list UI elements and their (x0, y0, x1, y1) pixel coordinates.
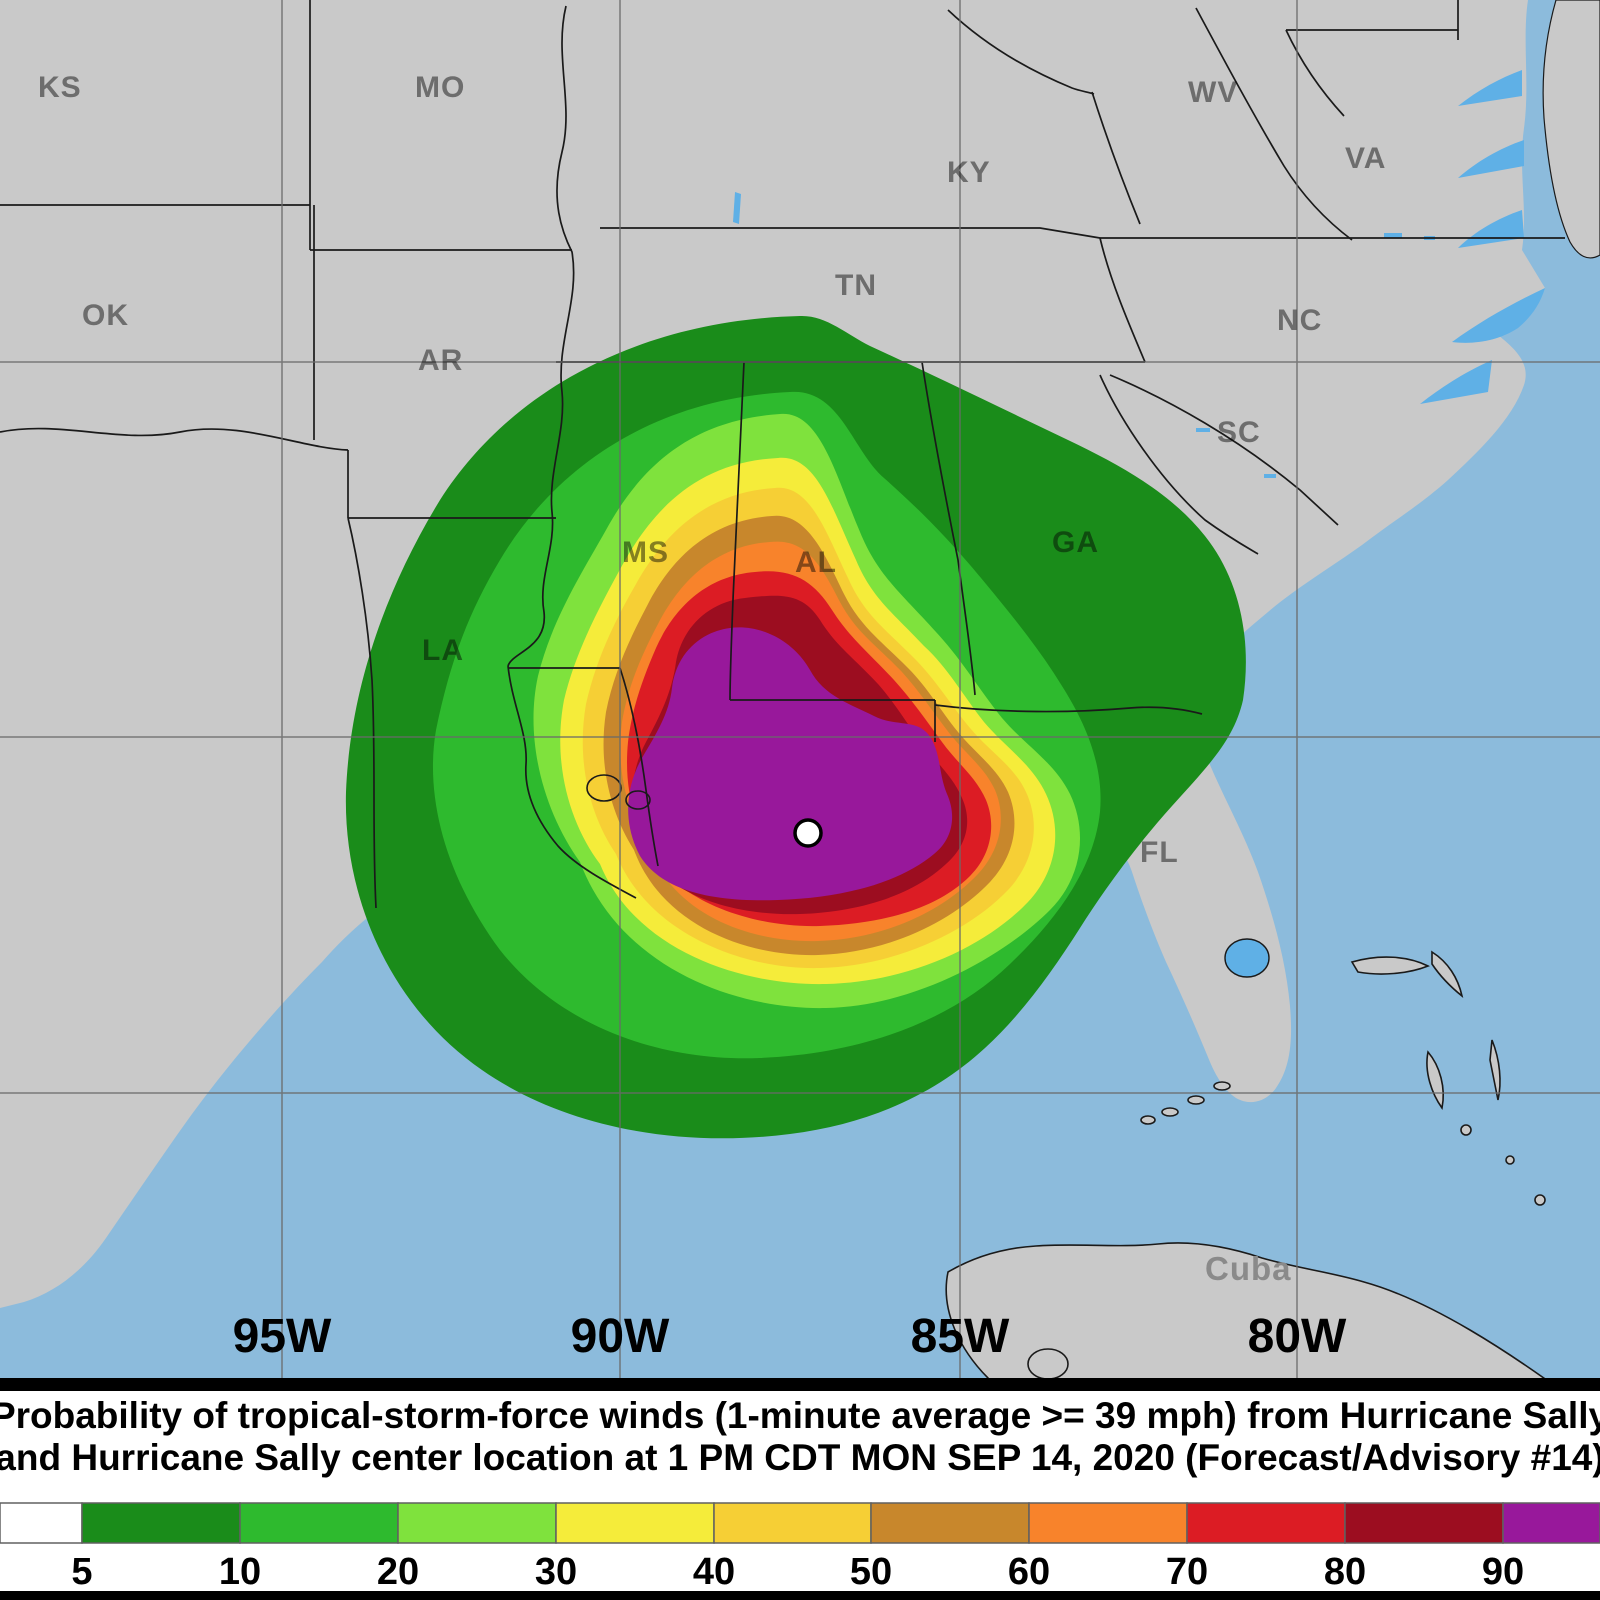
legend-tick-labels: 5 10 20 30 40 50 60 70 80 90 (71, 1551, 1524, 1593)
border-ms-al (729, 361, 745, 701)
legend-cell-30 (555, 1502, 715, 1544)
florida-key (1161, 1107, 1179, 1117)
legend-tick-5: 5 (71, 1551, 92, 1593)
legend-cell-60 (1028, 1502, 1188, 1544)
river-ohio (947, 9, 1095, 95)
state-label-wv: WV (1188, 76, 1238, 109)
legend-color-bar (0, 1502, 1600, 1544)
border-ga-sc (1099, 374, 1259, 555)
caption-panel (0, 1391, 1600, 1600)
state-label-ar: AR (418, 344, 463, 377)
legend-cell-20 (397, 1502, 557, 1544)
bahama-islet (1460, 1124, 1472, 1136)
lon-label-90w: 90W (571, 1310, 670, 1363)
florida-key (1187, 1095, 1205, 1105)
legend-cell-10 (239, 1502, 399, 1544)
florida-key (1213, 1081, 1231, 1091)
state-label-ok: OK (82, 299, 129, 332)
grand-bahama-island (1350, 956, 1430, 975)
small-lake (1196, 428, 1210, 432)
border-al-ga (921, 361, 976, 696)
legend-tick-60: 60 (1008, 1551, 1050, 1593)
lon-label-85w: 85W (911, 1310, 1010, 1363)
andros-island (1426, 1050, 1444, 1110)
lon-label-95w: 95W (233, 1310, 332, 1363)
state-label-cuba: Cuba (1205, 1250, 1292, 1287)
state-label-fl: FL (1140, 836, 1179, 869)
bahama-islet (1534, 1194, 1546, 1206)
lon-label-80w: 80W (1248, 1310, 1347, 1363)
border-tx-la (347, 517, 377, 909)
state-label-va: VA (1345, 142, 1386, 175)
state-labels: KS MO WV VA KY TN NC OK AR SC MS AL GA L… (38, 71, 1386, 1287)
divider-bar (0, 1378, 1600, 1391)
legend-cell-70 (1186, 1502, 1346, 1544)
legend-tick-70: 70 (1166, 1551, 1208, 1593)
legend-cell-80 (1344, 1502, 1504, 1544)
storm-center-marker (793, 818, 823, 848)
legend-cell-40 (713, 1502, 872, 1544)
border-wv-va (1195, 7, 1353, 241)
delmarva-peninsula (1542, 0, 1600, 259)
state-label-la: LA (422, 634, 464, 667)
wind-probability-contours (345, 315, 1246, 1139)
legend-tick-50: 50 (850, 1551, 892, 1593)
graticule (0, 0, 1600, 1378)
legend-cell-5 (81, 1502, 241, 1544)
bottom-rule (0, 1591, 1600, 1600)
legend-tick-90: 90 (1482, 1551, 1524, 1593)
legend-tick-20: 20 (377, 1551, 419, 1593)
state-label-ms: MS (622, 536, 669, 569)
isle-of-youth (1027, 1348, 1069, 1378)
legend-tick-10: 10 (219, 1551, 261, 1593)
border-ga-fl (934, 704, 1203, 715)
border-md-wv (1285, 29, 1345, 117)
islands (945, 950, 1600, 1378)
legend-tick-40: 40 (693, 1551, 735, 1593)
longitude-labels: 95W 90W 85W 80W (233, 1310, 1347, 1363)
state-label-mo: MO (415, 71, 465, 104)
abaco-island (1431, 950, 1464, 999)
border-red-river (0, 427, 349, 451)
state-label-tn: TN (835, 269, 877, 302)
state-label-ky: KY (947, 156, 991, 189)
legend-cell-50 (870, 1502, 1030, 1544)
legend-tick-30: 30 (535, 1551, 577, 1593)
lake-okeechobee (1224, 938, 1270, 978)
state-label-nc: NC (1277, 304, 1322, 337)
legend-cell-90 (1502, 1502, 1600, 1544)
border-tn-nc (1099, 237, 1146, 363)
kentucky-lake (733, 192, 741, 224)
legend-cell-lt5 (0, 1502, 83, 1544)
caption-line-1: Probability of tropical-storm-force wind… (0, 1395, 1600, 1436)
kerr-lake (1384, 233, 1402, 238)
border-nc-sc (1109, 374, 1339, 526)
river-mississippi (507, 5, 575, 667)
border-md-pa (1286, 0, 1459, 40)
caption-line-2: and Hurricane Sally center location at 1… (0, 1437, 1600, 1478)
river-mississippi-lower (507, 665, 637, 899)
cuba-landmass (945, 1242, 1600, 1378)
prob-ring-90 (628, 627, 953, 901)
lakes (733, 192, 1435, 978)
state-label-al: AL (795, 546, 837, 579)
state-label-sc: SC (1217, 416, 1261, 449)
florida-key (1140, 1115, 1156, 1125)
border-ky-va (1091, 91, 1141, 225)
state-label-ga: GA (1052, 526, 1099, 559)
legend-tick-80: 80 (1324, 1551, 1366, 1593)
small-lake (1264, 474, 1276, 478)
border-ky-tn (600, 227, 1101, 239)
bahama-islet (1505, 1155, 1515, 1165)
border-pearl-river (619, 667, 659, 867)
border-al-fl (730, 699, 936, 742)
eleuthera-island (1489, 1039, 1501, 1101)
state-label-ks: KS (38, 71, 82, 104)
pontchartrain-outlines (586, 774, 651, 810)
